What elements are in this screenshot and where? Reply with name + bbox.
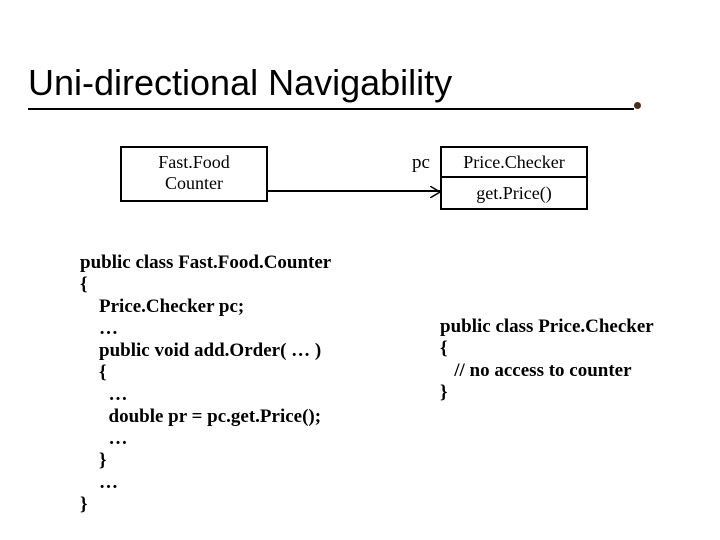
slide-title: Uni-directional Navigability xyxy=(28,62,452,104)
uml-operation: get.Price() xyxy=(442,178,586,208)
code-fastfoodcounter: public class Fast.Food.Counter { Price.C… xyxy=(80,252,331,516)
uml-navigability-arrow-icon xyxy=(430,185,440,197)
uml-class-name: Fast.Food Counter xyxy=(122,148,266,198)
title-underline xyxy=(28,108,634,110)
uml-association xyxy=(268,190,440,192)
uml-class-name: Price.Checker xyxy=(442,148,586,176)
title-bullet-icon xyxy=(634,102,641,109)
uml-class-fastfoodcounter: Fast.Food Counter xyxy=(120,146,268,202)
uml-class-pricechecker: Price.Checker get.Price() xyxy=(440,146,588,210)
code-pricechecker: public class Price.Checker { // no acces… xyxy=(440,316,654,404)
uml-role-label: pc xyxy=(412,152,430,174)
